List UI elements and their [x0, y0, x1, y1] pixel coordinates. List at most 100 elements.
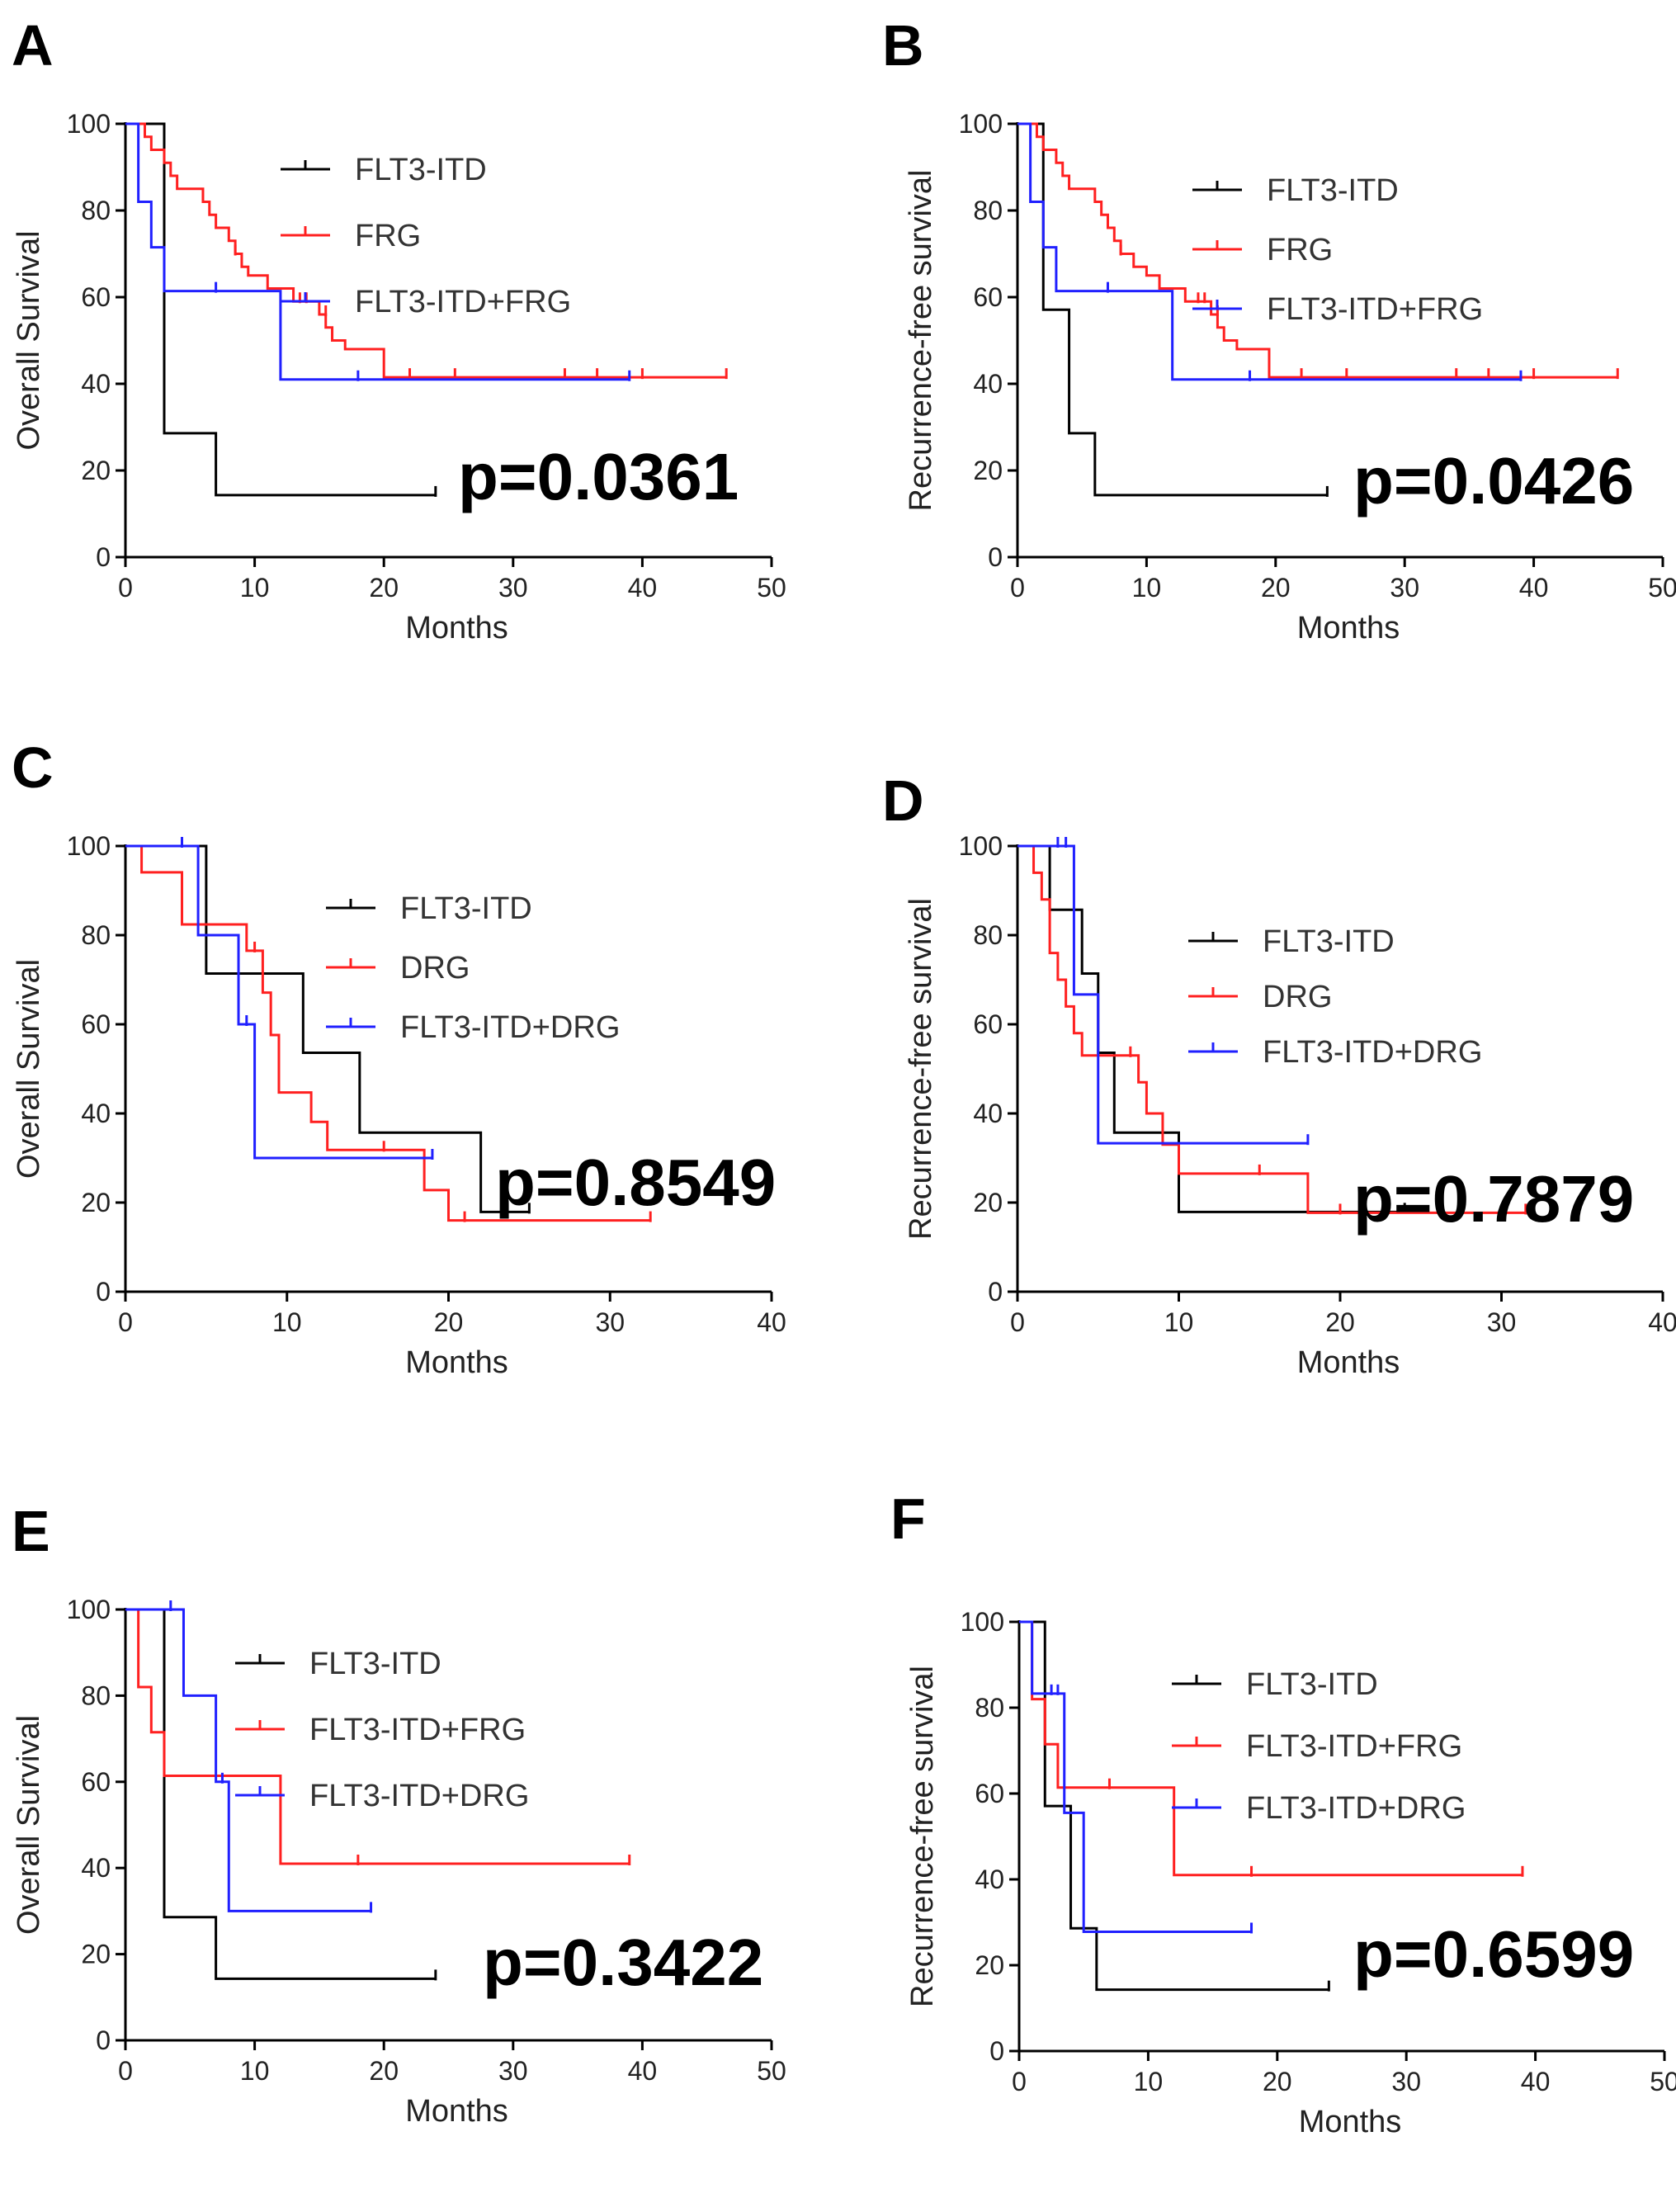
legend-label: FLT3-ITD: [355, 153, 487, 187]
y-tick-label: 60: [973, 1009, 1003, 1039]
x-tick-label: 0: [1010, 1307, 1025, 1337]
x-tick-label: 30: [595, 1307, 625, 1337]
legend-label: FLT3-ITD: [400, 891, 532, 926]
series-flt3-itd-frg: [125, 1608, 631, 1865]
x-tick-label: 40: [628, 573, 658, 603]
y-tick-label: 80: [973, 920, 1003, 950]
series-flt3-itd: [125, 122, 437, 497]
survival-curve: [1017, 844, 1526, 1214]
x-tick-label: 40: [1648, 1307, 1676, 1337]
x-axis-title: Months: [1299, 2105, 1402, 2139]
y-axis-title: Overall Survival: [12, 230, 46, 450]
x-tick-label: 0: [118, 573, 133, 603]
km-plot-b: 0 20 40 60 80 100 0 10 20 30 40 50 Months Recurrence-…: [904, 109, 1676, 645]
x-tick-label: 30: [1487, 1307, 1517, 1337]
y-tick-label: 40: [975, 1865, 1004, 1894]
survival-curve: [125, 844, 432, 1160]
x-tick-label: 20: [369, 573, 399, 603]
y-tick-label: 80: [81, 920, 111, 950]
legend-label: FLT3-ITD+DRG: [1263, 1035, 1482, 1070]
panel-label: E: [12, 1499, 50, 1563]
y-tick-label: 60: [81, 1009, 111, 1039]
survival-curve: [1019, 1620, 1329, 1992]
p-value: p=0.6599: [1353, 1917, 1634, 1991]
km-panel-b: B 0 20 40 60 80 100 0 10 20 30 40 50 Months Recurrenc…: [871, 17, 1676, 726]
legend-label: FLT3-ITD: [309, 1647, 441, 1681]
x-tick-label: 50: [1648, 573, 1676, 603]
y-axis-title: Recurrence-free survival: [904, 898, 938, 1240]
x-tick-label: 30: [1391, 2067, 1421, 2096]
panel-label: F: [890, 1486, 926, 1551]
x-axis-title: Months: [405, 611, 508, 645]
legend-label: FLT3-ITD: [1267, 173, 1399, 208]
survival-curve: [125, 122, 436, 497]
y-tick-label: 40: [973, 369, 1003, 399]
survival-curve: [1017, 844, 1308, 1145]
series-flt3-itd-drg: [1017, 837, 1310, 1146]
series-drg: [1017, 844, 1527, 1215]
legend-label: FRG: [1267, 233, 1333, 267]
y-tick-label: 40: [81, 369, 111, 399]
y-tick-label: 80: [81, 1680, 111, 1710]
y-tick-label: 60: [81, 282, 111, 312]
legend-label: DRG: [400, 951, 470, 985]
legend-label: FLT3-ITD: [1263, 924, 1395, 959]
y-axis-title: Recurrence-free survival: [904, 170, 938, 512]
y-axis-title: Overall Survival: [12, 1715, 46, 1935]
km-panel-d: D 0 20 40 60 80 100 0 10 20 30 40 Months Recurrence-…: [871, 772, 1676, 1482]
x-tick-label: 10: [272, 1307, 302, 1337]
survival-curve: [1019, 1620, 1252, 1933]
km-plot-e: 0 20 40 60 80 100 0 10 20 30 40 50 Months Overall Sur…: [12, 1595, 786, 2129]
y-axis-title: Recurrence-free survival: [905, 1666, 940, 2007]
axes: [116, 1608, 773, 2050]
x-tick-label: 40: [757, 1307, 786, 1337]
legend-label: FLT3-ITD+FRG: [309, 1713, 526, 1747]
x-tick-label: 0: [1010, 573, 1025, 603]
km-plot-f: 0 20 40 60 80 100 0 10 20 30 40 50 Months Recurrence-…: [905, 1607, 1676, 2139]
x-tick-label: 40: [1519, 573, 1549, 603]
km-plot-c: 0 20 40 60 80 100 0 10 20 30 40 Months Overall Survi…: [12, 831, 786, 1380]
axes: [116, 122, 773, 567]
series-flt3-itd: [1017, 844, 1406, 1214]
survival-curve: [125, 844, 530, 1213]
y-tick-label: 0: [96, 1277, 111, 1307]
p-value: p=0.8549: [495, 1146, 776, 1219]
panel-label: C: [12, 735, 54, 800]
y-tick-label: 20: [81, 1940, 111, 1969]
legend-label: FLT3-ITD+DRG: [309, 1779, 529, 1813]
x-tick-label: 30: [1390, 573, 1419, 603]
panel-label: A: [12, 13, 54, 78]
p-value: p=0.7879: [1353, 1162, 1634, 1236]
y-tick-label: 100: [67, 1595, 111, 1624]
y-tick-label: 80: [81, 196, 111, 225]
p-value: p=0.3422: [483, 1926, 763, 1999]
legend-label: FLT3-ITD: [1246, 1667, 1378, 1702]
p-value: p=0.0426: [1353, 444, 1634, 518]
y-tick-label: 100: [959, 109, 1003, 139]
y-tick-label: 60: [975, 1779, 1004, 1808]
panel-label: D: [882, 768, 924, 833]
survival-curve: [125, 1608, 371, 1912]
series-flt3-itd: [125, 844, 531, 1214]
x-tick-label: 10: [1164, 1307, 1194, 1337]
survival-curve: [1017, 844, 1405, 1213]
x-axis-title: Months: [405, 2094, 508, 2129]
axes: [1008, 844, 1664, 1302]
y-axis-title: Overall Survival: [12, 959, 46, 1179]
km-plot-d: 0 20 40 60 80 100 0 10 20 30 40 Months Recurrence-fr…: [904, 831, 1676, 1380]
series-drg: [125, 844, 652, 1222]
legend-label: FLT3-ITD+FRG: [1267, 292, 1483, 327]
km-panel-a: A 0 20 40 60 80 100 0 10 20 30 40 50 Months Overall S…: [0, 17, 838, 726]
x-axis-title: Months: [405, 1345, 508, 1380]
legend-label: FLT3-ITD+DRG: [1246, 1791, 1466, 1826]
survival-curve: [125, 1608, 630, 1865]
x-tick-label: 20: [1261, 573, 1291, 603]
survival-curve: [1017, 122, 1328, 497]
y-tick-label: 100: [961, 1607, 1004, 1637]
y-tick-label: 0: [96, 542, 111, 572]
y-tick-label: 40: [81, 1853, 111, 1883]
legend-label: FRG: [355, 219, 421, 253]
p-value: p=0.0361: [458, 440, 739, 513]
y-tick-label: 80: [975, 1693, 1004, 1723]
y-tick-label: 100: [67, 109, 111, 139]
